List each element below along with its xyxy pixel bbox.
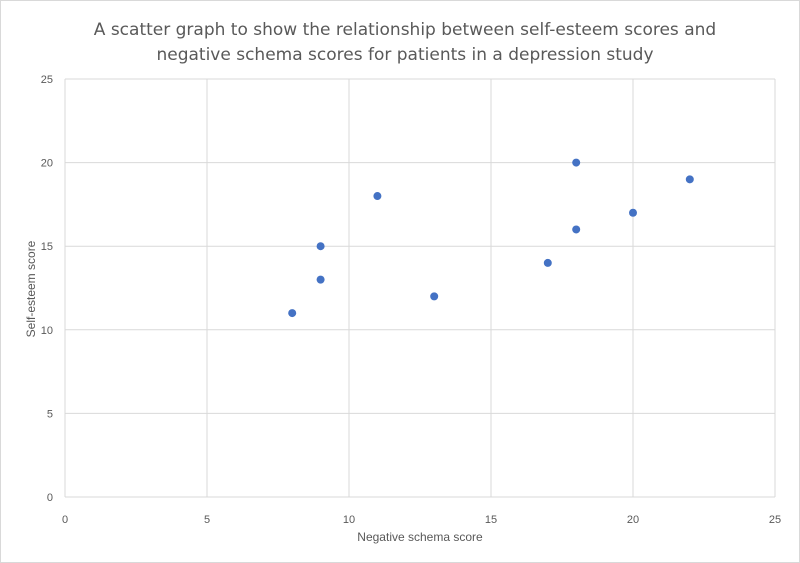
y-tick-label: 25 bbox=[41, 74, 53, 86]
y-tick-label: 5 bbox=[47, 408, 53, 420]
data-point bbox=[543, 258, 552, 267]
data-point bbox=[430, 292, 439, 301]
chart-title: A scatter graph to show the relationship… bbox=[93, 20, 717, 65]
y-axis-title: Self-esteem score bbox=[24, 240, 38, 337]
x-axis-ticks: 0 5 10 15 20 25 bbox=[62, 514, 781, 526]
data-point bbox=[373, 192, 382, 201]
y-tick-label: 0 bbox=[47, 492, 53, 504]
data-point bbox=[572, 225, 581, 234]
y-tick-label: 20 bbox=[41, 158, 53, 170]
data-point bbox=[316, 275, 325, 284]
grid-lines bbox=[64, 78, 776, 498]
y-axis-ticks: 0 5 10 15 20 25 bbox=[41, 74, 53, 504]
x-tick-label: 25 bbox=[769, 514, 781, 526]
data-point bbox=[572, 158, 581, 167]
data-point bbox=[629, 208, 637, 217]
x-tick-label: 10 bbox=[343, 514, 355, 526]
data-point bbox=[316, 242, 325, 251]
y-tick-label: 15 bbox=[41, 241, 53, 253]
x-axis-title: Negative schema score bbox=[357, 530, 483, 544]
data-point bbox=[288, 309, 297, 318]
data-points bbox=[288, 158, 694, 318]
x-tick-label: 20 bbox=[627, 514, 639, 526]
x-tick-label: 15 bbox=[485, 514, 497, 526]
x-tick-label: 5 bbox=[204, 514, 210, 526]
data-point bbox=[685, 175, 694, 184]
x-tick-label: 0 bbox=[62, 514, 68, 526]
y-tick-label: 10 bbox=[41, 325, 53, 337]
